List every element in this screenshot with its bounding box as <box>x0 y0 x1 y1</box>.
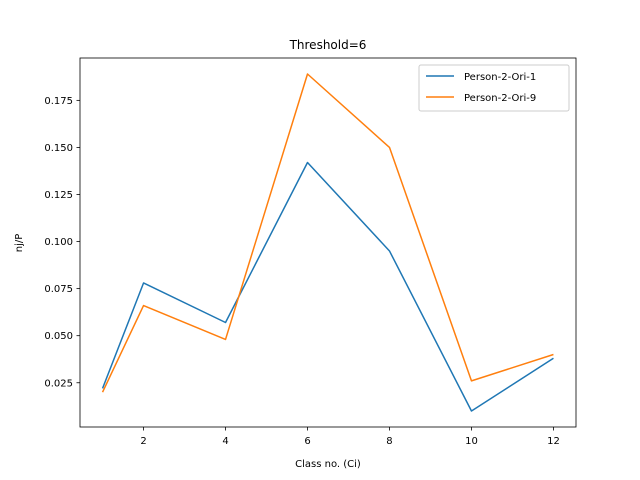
axes-frame <box>79 57 577 428</box>
chart-title: Threshold=6 <box>289 38 367 52</box>
y-tick-label: 0.125 <box>44 190 73 201</box>
x-tick-label: 8 <box>386 436 392 447</box>
y-tick-label: 0.075 <box>44 284 73 295</box>
x-tick-label: 12 <box>547 436 560 447</box>
legend-label-person-2-ori-1: Person-2-Ori-1 <box>464 72 536 83</box>
y-tick-label: 0.150 <box>44 143 73 154</box>
y-tick-label: 0.025 <box>44 378 73 389</box>
legend: Person-2-Ori-1 Person-2-Ori-9 <box>418 64 570 112</box>
y-tick-label: 0.050 <box>44 331 73 342</box>
legend-box <box>418 64 570 112</box>
series-line-person-2-ori-9 <box>101 73 554 393</box>
y-axis-label: nj/P <box>14 234 25 253</box>
legend-label-person-2-ori-9: Person-2-Ori-9 <box>464 93 536 104</box>
x-tick-label: 10 <box>465 436 478 447</box>
y-tick-label: 0.100 <box>44 237 73 248</box>
x-tick-label: 6 <box>304 436 310 447</box>
series-layer <box>101 73 554 412</box>
x-tick-label: 2 <box>140 436 146 447</box>
x-tick-label: 4 <box>222 436 228 447</box>
y-tick-label: 0.175 <box>44 96 73 107</box>
y-axis-ticks: 0.025 0.050 0.075 0.100 0.125 0.150 0.175 <box>44 96 80 389</box>
x-axis-ticks: 2 4 6 8 10 12 <box>140 427 560 447</box>
x-axis-label: Class no. (Ci) <box>295 459 361 470</box>
series-line-person-2-ori-1 <box>101 161 554 412</box>
